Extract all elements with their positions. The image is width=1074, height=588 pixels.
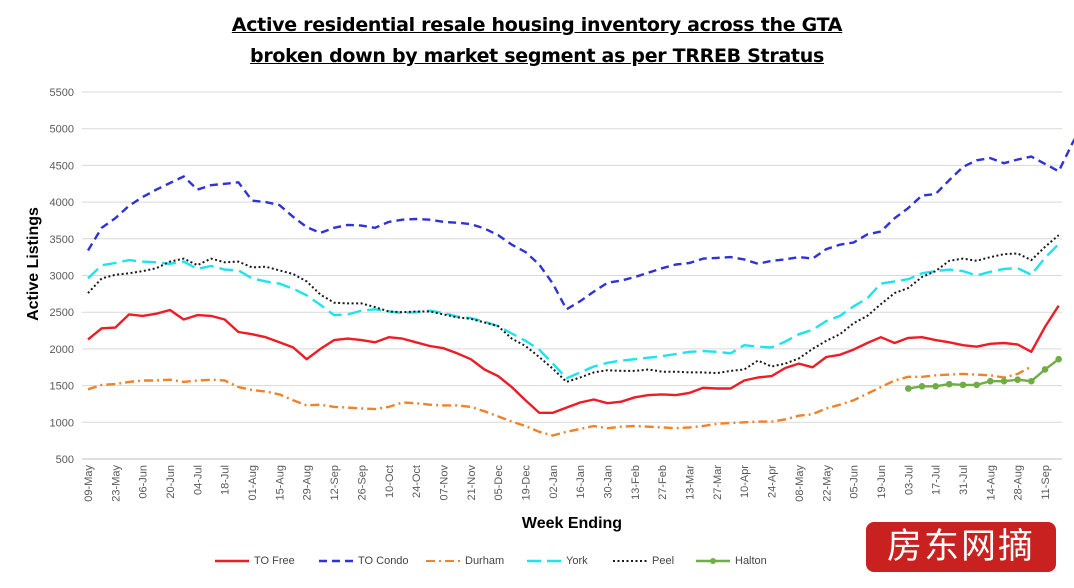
- data-point-halton: [959, 381, 967, 389]
- y-tick-label: 3500: [50, 234, 74, 246]
- legend-label: Peel: [652, 555, 675, 567]
- x-tick-label: 08-May: [794, 465, 806, 502]
- x-tick-label: 28-Aug: [1013, 465, 1025, 500]
- x-tick-label: 12-Sep: [329, 465, 341, 500]
- legend-swatch-york: [527, 559, 561, 563]
- x-tick-label: 14-Aug: [985, 465, 997, 500]
- x-tick-label: 13-Feb: [630, 465, 642, 500]
- legend-swatch-halton: [696, 558, 730, 565]
- y-tick-label: 5000: [50, 124, 74, 136]
- x-tick-label: 23-May: [110, 465, 122, 502]
- data-point-halton: [1000, 377, 1008, 385]
- y-axis-label: Active Listings: [25, 207, 42, 321]
- x-tick-label: 27-Mar: [712, 465, 724, 500]
- data-point-halton: [1014, 376, 1021, 384]
- x-tick-label: 10-Oct: [384, 465, 396, 498]
- legend-label: York: [566, 555, 588, 567]
- data-point-halton: [973, 381, 980, 389]
- data-point-halton: [1055, 355, 1062, 363]
- x-tick-label: 03-Jul: [903, 465, 915, 495]
- legend-item-york: York: [527, 555, 588, 567]
- data-point-halton: [1041, 366, 1049, 373]
- x-tick-label: 24-Apr: [767, 465, 779, 498]
- y-tick-label: 4000: [50, 197, 74, 209]
- data-point-halton: [932, 383, 939, 390]
- x-axis-label: Week Ending: [521, 515, 623, 532]
- legend-swatch-to-condo: [319, 559, 353, 563]
- x-tick-label: 04-Jul: [192, 465, 204, 495]
- x-tick-label: 21-Nov: [466, 465, 478, 501]
- x-tick-label: 09-May: [83, 465, 95, 502]
- y-tick-label: 1500: [50, 381, 74, 393]
- series-line-to-free: [87, 304, 1060, 414]
- x-tick-label: 10-Apr: [739, 465, 751, 498]
- y-tick-label: 4500: [50, 160, 74, 172]
- x-tick-label: 17-Jul: [931, 465, 943, 495]
- legend-swatch-durham: [426, 560, 460, 563]
- series-line-york: [87, 243, 1060, 380]
- x-tick-label: 19-Dec: [520, 465, 532, 501]
- legend-item-durham: Durham: [426, 555, 504, 567]
- y-tick-label: 500: [56, 454, 74, 466]
- chart-title-line1: Active residential resale housing invent…: [231, 14, 843, 36]
- legend-item-peel: Peel: [613, 555, 674, 567]
- watermark-logo: 房东网摘: [866, 522, 1056, 572]
- x-tick-label: 11-Sep: [1040, 465, 1052, 500]
- legend-label: Halton: [735, 555, 767, 567]
- data-point-halton: [918, 383, 926, 390]
- x-tick-label: 05-Dec: [493, 465, 505, 501]
- y-tick-label: 1000: [50, 417, 74, 429]
- x-tick-label: 26-Sep: [356, 465, 368, 500]
- legend-label: Durham: [465, 555, 505, 567]
- x-tick-label: 05-Jun: [849, 465, 861, 499]
- x-tick-label: 31-Jul: [958, 465, 970, 495]
- x-tick-label: 27-Feb: [657, 465, 669, 500]
- data-point-halton: [904, 385, 912, 392]
- x-tick-label: 18-Jul: [220, 465, 232, 495]
- chart-title-line2: broken down by market segment as per TRR…: [250, 45, 824, 67]
- series-line-to-condo: [86, 137, 1074, 311]
- x-tick-label: 30-Jan: [603, 465, 615, 499]
- y-tick-label: 5500: [50, 87, 74, 99]
- y-tick-label: 2500: [50, 307, 74, 319]
- x-tick-label: 24-Oct: [411, 465, 423, 498]
- x-tick-label: 22-May: [821, 465, 833, 502]
- x-tick-label: 19-Jun: [876, 465, 888, 499]
- legend-swatch-to-free: [215, 559, 249, 563]
- legend-swatch-peel: [613, 560, 647, 563]
- legend-label: TO Condo: [358, 555, 409, 567]
- x-tick-label: 07-Nov: [438, 465, 450, 501]
- x-tick-label: 16-Jan: [575, 465, 587, 499]
- x-tick-label: 06-Jun: [138, 465, 150, 499]
- legend-item-halton: Halton: [696, 555, 767, 567]
- data-point-halton: [1028, 377, 1035, 385]
- x-tick-label: 02-Jan: [548, 465, 560, 499]
- y-tick-label: 2000: [50, 344, 74, 356]
- y-tick-label: 3000: [50, 271, 74, 283]
- x-tick-label: 13-Mar: [685, 465, 697, 500]
- data-point-halton: [946, 380, 953, 388]
- legend-item-to-condo: TO Condo: [319, 555, 409, 567]
- legend-label: TO Free: [254, 555, 295, 567]
- x-tick-label: 01-Aug: [247, 465, 259, 500]
- series-line-peel: [87, 234, 1060, 383]
- x-tick-label: 29-Aug: [302, 465, 314, 500]
- series-line-durham: [87, 365, 1032, 437]
- legend-item-to-free: TO Free: [215, 555, 295, 567]
- x-tick-label: 20-Jun: [165, 465, 177, 499]
- data-point-halton: [987, 377, 994, 385]
- x-tick-label: 15-Aug: [274, 465, 286, 500]
